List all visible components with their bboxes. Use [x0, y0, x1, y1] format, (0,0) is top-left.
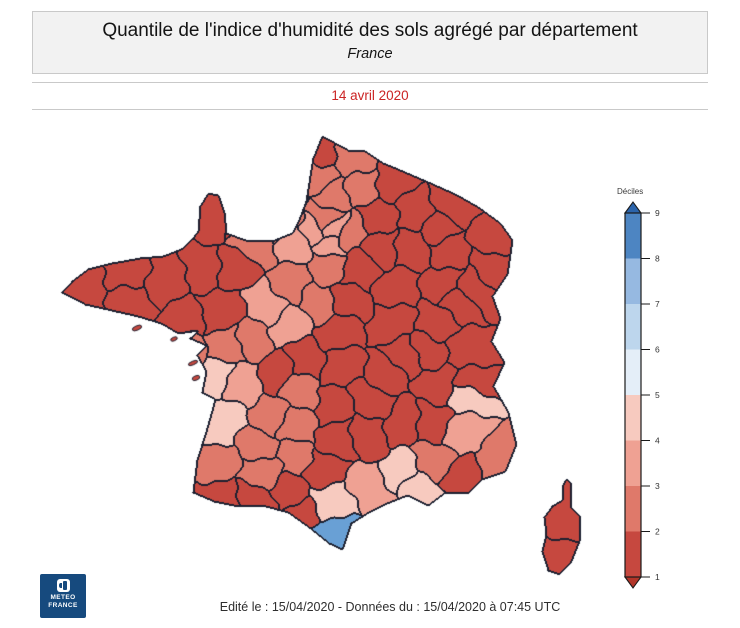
svg-text:6: 6 — [655, 345, 660, 355]
date-label: 14 avril 2020 — [331, 88, 409, 103]
svg-text:9: 9 — [655, 208, 660, 218]
decile-colorbar: 9 8 7 6 5 4 3 2 1 — [623, 201, 660, 589]
page-subtitle: France — [347, 46, 393, 62]
svg-text:5: 5 — [655, 390, 660, 400]
svg-text:8: 8 — [655, 254, 660, 264]
logo-text-france: FRANCE — [48, 602, 78, 609]
logo-text-meteo: METEO — [50, 594, 76, 601]
date-strip: 14 avril 2020 — [32, 82, 708, 110]
meteo-france-icon — [56, 579, 70, 592]
svg-text:1: 1 — [655, 572, 660, 582]
svg-text:4: 4 — [655, 436, 660, 446]
france-choropleth-map — [50, 128, 595, 598]
page-title: Quantile de l'indice d'humidité des sols… — [102, 20, 638, 41]
meteo-france-logo: METEO FRANCE — [40, 574, 86, 618]
footer-timestamp: Edité le : 15/04/2020 - Données du : 15/… — [219, 600, 561, 614]
svg-text:2: 2 — [655, 527, 660, 537]
header-box: Quantile de l'indice d'humidité des sols… — [32, 11, 708, 74]
svg-text:7: 7 — [655, 299, 660, 309]
legend-title: Déciles — [617, 187, 644, 196]
svg-text:3: 3 — [655, 481, 660, 491]
